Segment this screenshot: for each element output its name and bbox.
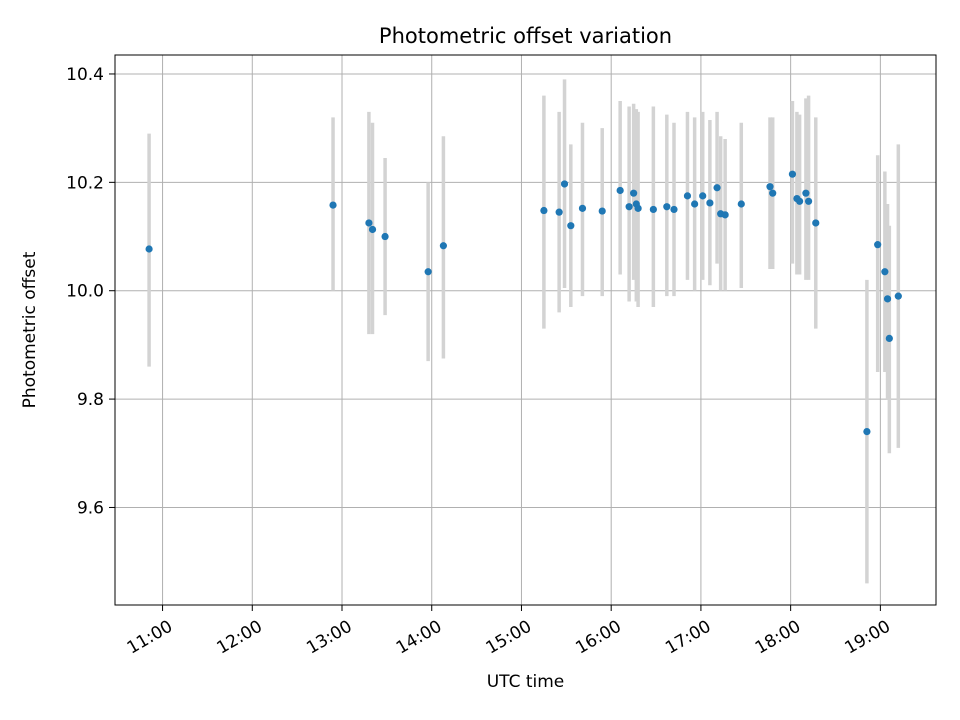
data-point [368,225,377,234]
data-point [683,192,692,200]
y-tick-label: 10.4 [66,65,104,85]
data-point [737,200,745,208]
data-point [439,242,447,250]
x-tick-label: 18:00 [752,617,804,659]
data-point [766,183,774,191]
data-point [706,199,714,207]
data-point [424,268,432,276]
data-point [381,232,389,241]
y-axis-label: Photometric offset [20,251,40,409]
data-point [894,292,902,300]
y-tick-label: 10.0 [66,282,104,302]
x-tick-label: 14:00 [393,617,445,659]
data-point [796,197,804,205]
data-point [555,208,563,216]
x-tick-label: 19:00 [842,617,894,659]
data-point [885,334,893,342]
data-point [881,268,889,276]
x-tick-label: 11:00 [124,617,176,659]
data-point [874,241,882,249]
data-point [691,200,699,208]
data-point [812,219,820,227]
data-point [699,192,707,200]
y-tick-label: 9.6 [77,498,104,518]
x-tick-label: 16:00 [572,617,624,659]
data-point [630,189,638,197]
data-points [145,170,902,436]
axes-box [114,54,937,606]
data-point [616,186,624,195]
data-point [649,205,657,214]
data-point [670,205,678,214]
data-point [804,197,813,205]
data-point [802,189,810,197]
data-point [788,170,797,178]
data-point [145,245,153,253]
x-tick-label: 13:00 [303,617,355,659]
y-tick-label: 9.8 [77,390,104,410]
x-tick-label: 12:00 [213,617,265,659]
data-point [365,219,373,227]
chart-title: Photometric offset variation [378,24,673,48]
x-tick-label: 17:00 [662,617,714,659]
x-tick-label: 15:00 [483,617,535,659]
data-point [329,201,337,209]
x-axis-ticks: 11:00 12:00 13:00 14:00 15:00 16:00 17:00 18:00… [124,605,894,658]
y-axis-ticks: 9.6 9.8 10.0 10.2 10.4 [66,65,115,518]
data-point [883,295,892,303]
grid-lines [115,55,936,605]
data-point [598,207,606,215]
data-point [578,204,587,212]
data-point [625,203,633,211]
data-point [634,204,642,212]
data-point [721,211,729,219]
y-tick-label: 10.2 [66,173,104,193]
data-point [713,184,721,192]
data-point [863,428,871,436]
data-point [663,203,671,211]
data-point [567,222,575,230]
data-point [560,180,569,188]
data-point [769,189,777,197]
data-point [540,206,548,215]
x-axis-label: UTC time [486,672,565,692]
